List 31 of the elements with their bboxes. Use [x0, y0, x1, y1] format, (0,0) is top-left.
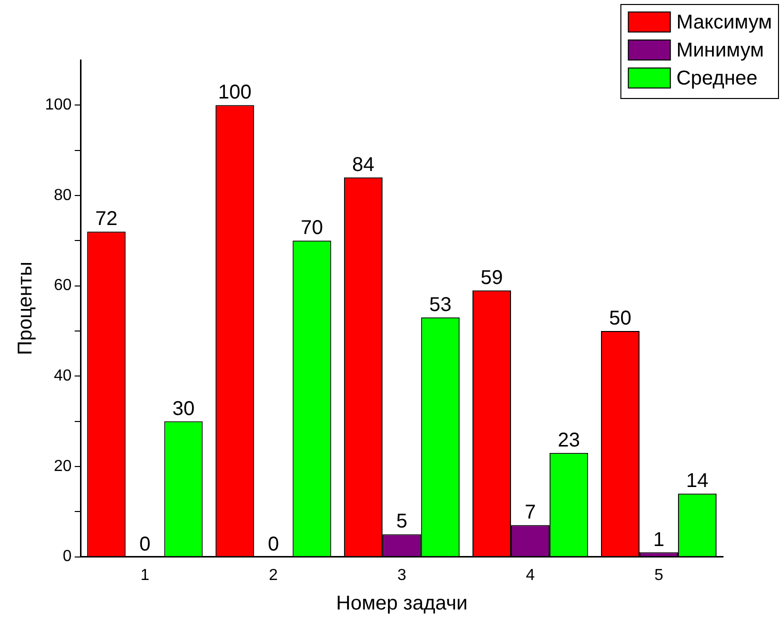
x-tick-label: 5	[654, 566, 664, 584]
data-label: 0	[268, 533, 279, 556]
data-label: 100	[218, 82, 252, 104]
legend-label: Среднее	[676, 68, 758, 90]
data-label: 70	[300, 217, 324, 240]
data-label: 7	[524, 502, 536, 524]
legend-label: Минимум	[676, 40, 764, 62]
y-tick-label: 40	[54, 368, 72, 385]
legend-label: Максимум	[676, 12, 772, 34]
data-label: 0	[139, 533, 150, 556]
data-label: 84	[352, 154, 374, 176]
data-label: 72	[95, 208, 118, 230]
x-tick-label: 2	[268, 566, 278, 584]
y-tick-label: 0	[62, 548, 72, 566]
data-label: 14	[686, 470, 708, 492]
x-axis-title: Номер задачи	[336, 592, 468, 615]
data-label: 5	[396, 510, 408, 533]
x-tick-label: 1	[140, 566, 150, 584]
x-tick-label: 3	[397, 566, 406, 584]
y-axis-title: Проценты	[14, 262, 37, 356]
y-tick-label: 100	[44, 96, 72, 114]
data-label: 1	[653, 528, 664, 551]
x-tick-label: 4	[526, 566, 535, 584]
y-tick-label: 60	[54, 277, 72, 294]
data-label: 50	[609, 307, 632, 330]
data-label: 59	[480, 266, 503, 289]
y-tick-label: 80	[54, 186, 72, 204]
data-label: 23	[558, 429, 580, 452]
data-label: 53	[429, 294, 452, 316]
y-tick-label: 20	[54, 458, 72, 475]
data-label: 30	[172, 398, 195, 420]
